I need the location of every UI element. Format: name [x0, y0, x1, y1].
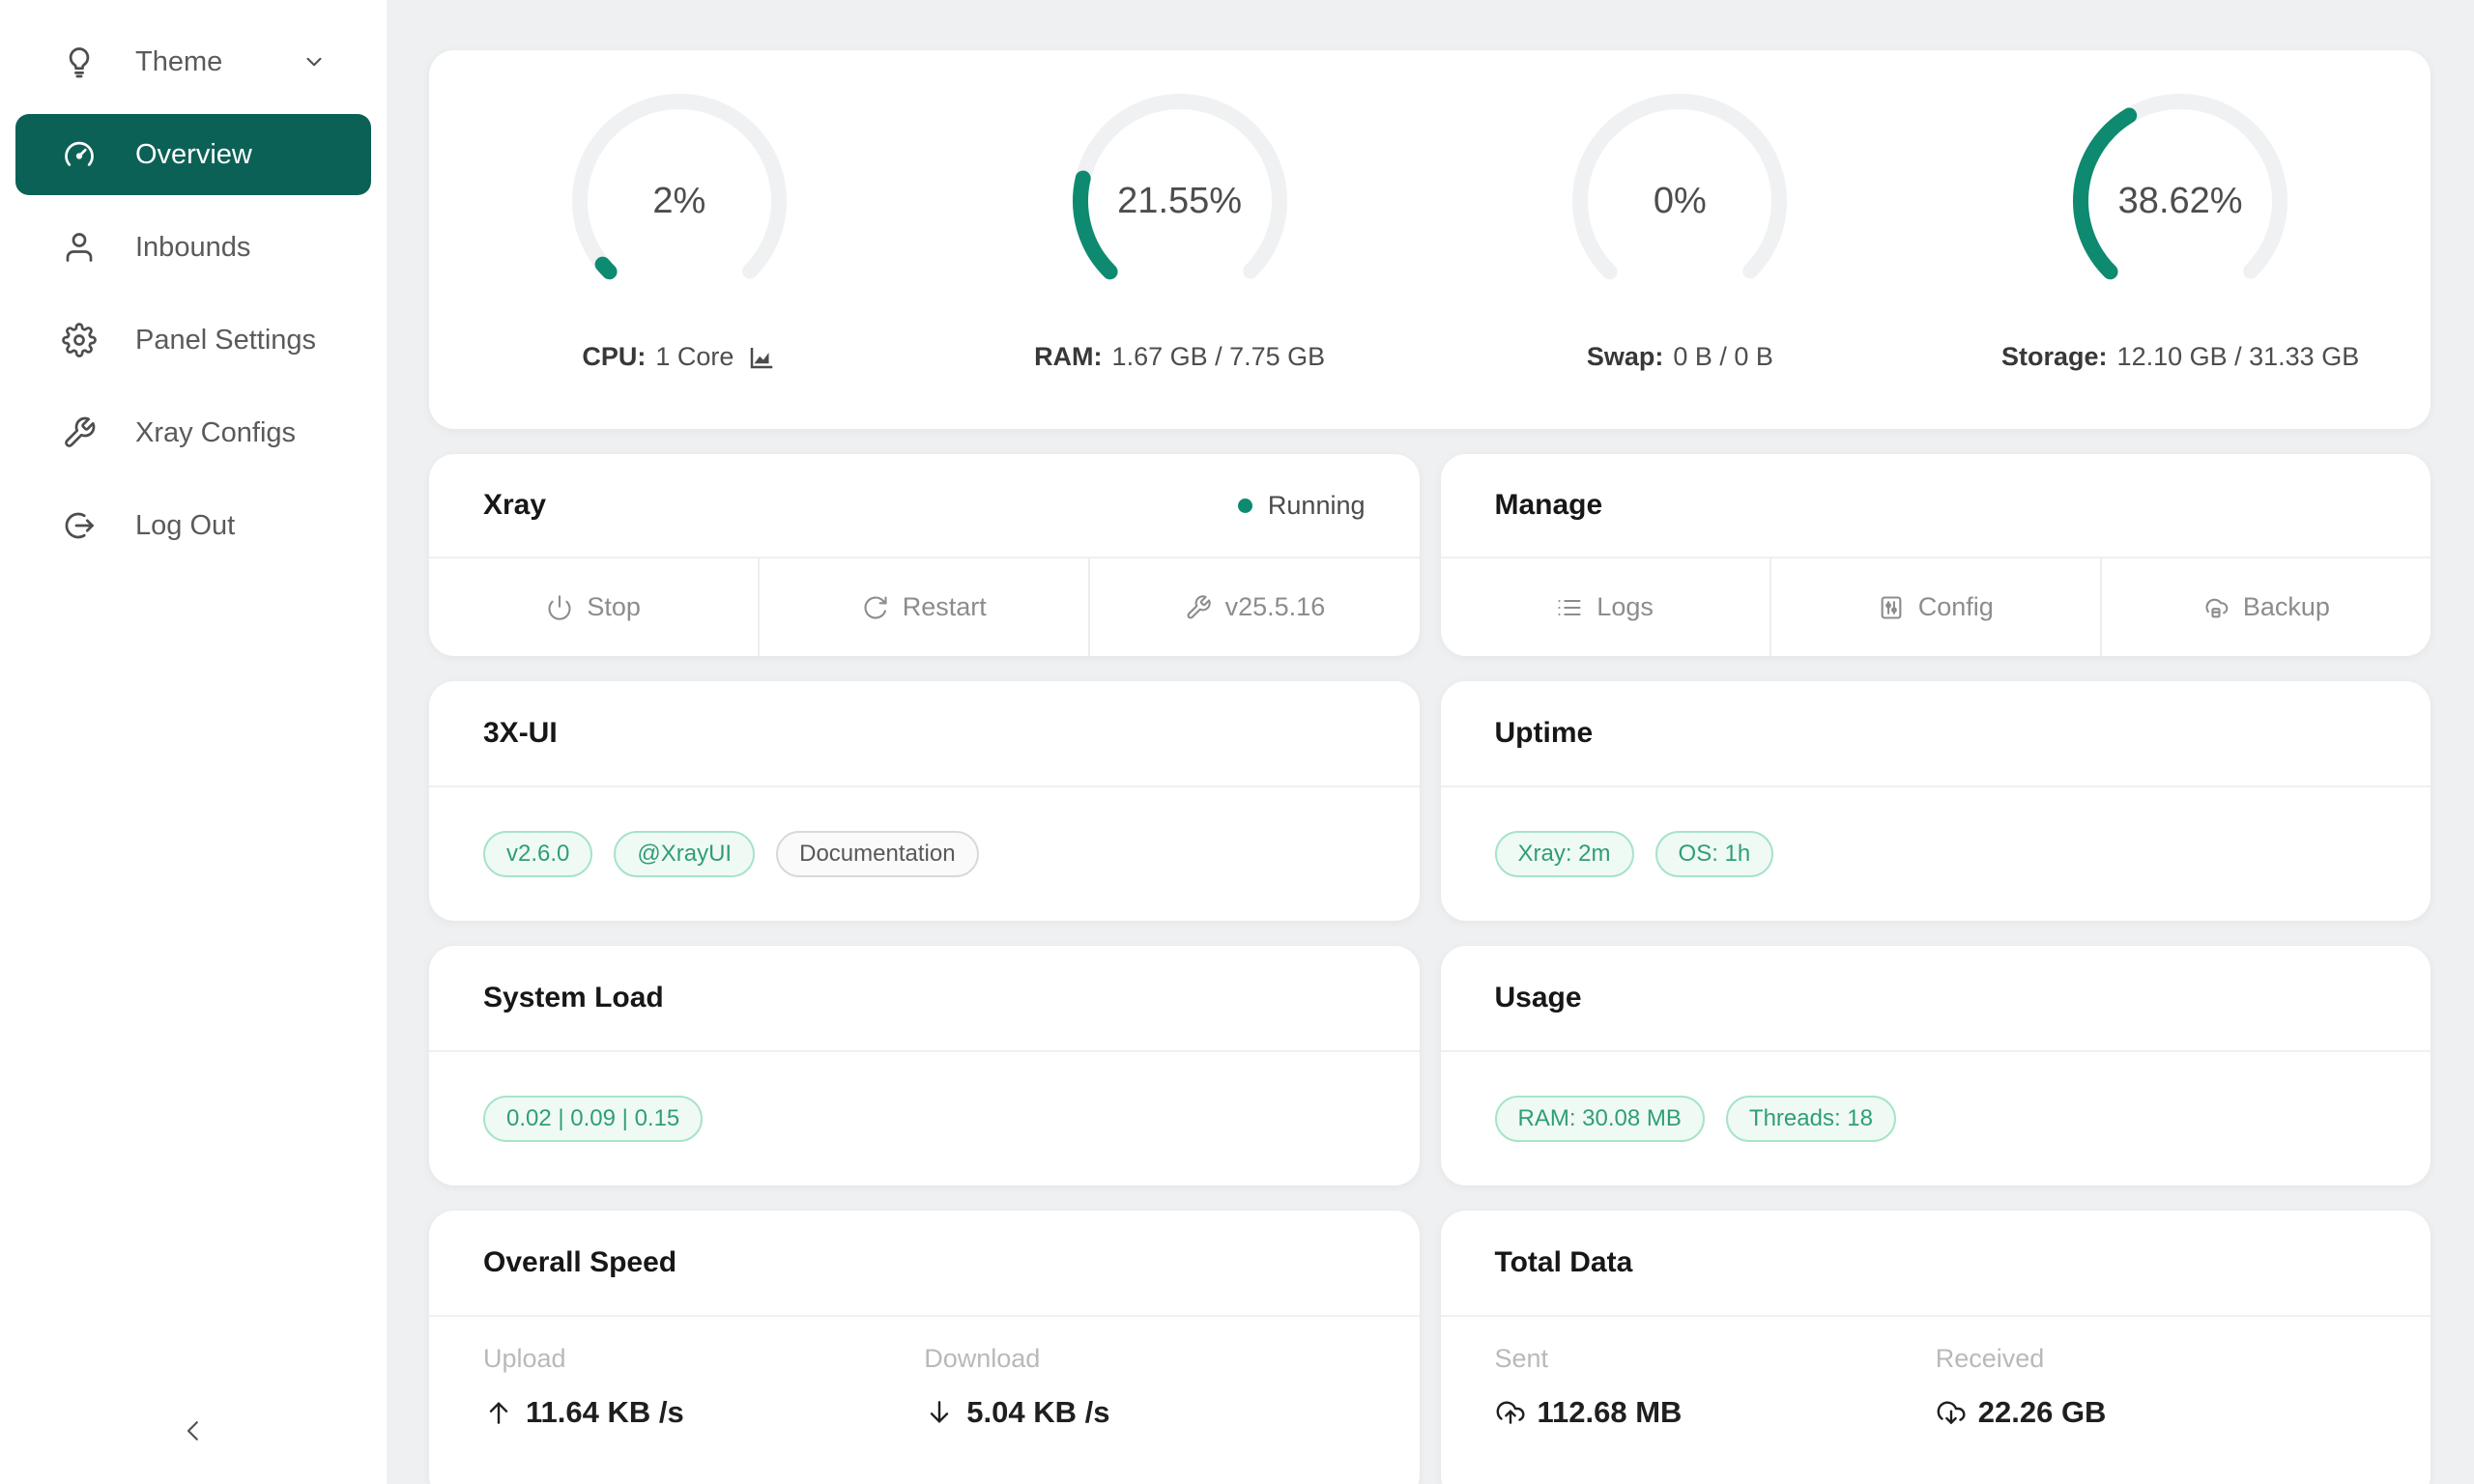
gauge-icon — [65, 141, 94, 166]
config-button[interactable]: Config — [1769, 558, 2100, 656]
download-value: 5.04 KB /s — [966, 1395, 1110, 1429]
usage-card-title: Usage — [1494, 982, 1582, 1013]
cloud-backup-icon — [2205, 598, 2229, 617]
swap-gauge: 0% Swap: 0 B / 0 B — [1453, 85, 1907, 372]
uptime-card: Uptime Xray: 2m OS: 1h — [1440, 681, 2431, 921]
ram-percent: 21.55% — [1117, 180, 1243, 221]
xray-status: Running — [1237, 490, 1366, 521]
restart-icon — [864, 595, 887, 619]
threexui-card-title: 3X-UI — [483, 717, 558, 749]
cloud-download-icon — [1937, 1401, 1966, 1424]
received-metric: Received 22.26 GB — [1936, 1344, 2376, 1484]
load-average-badge: 0.02 | 0.09 | 0.15 — [483, 1096, 704, 1142]
backup-button[interactable]: Backup — [2099, 558, 2431, 656]
total-data-card: Total Data Sent 112.68 MB Received — [1440, 1211, 2431, 1484]
upload-metric: Upload 11.64 KB /s — [483, 1344, 924, 1484]
cloud-upload-icon — [1496, 1401, 1525, 1424]
sidebar-item-label: Log Out — [135, 509, 236, 541]
xray-card-title: Xray — [483, 489, 547, 521]
sidebar-item-theme[interactable]: Theme — [15, 21, 371, 102]
documentation-badge[interactable]: Documentation — [776, 831, 979, 877]
wrench-icon — [1187, 594, 1211, 618]
sidebar-item-inbounds[interactable]: Inbounds — [15, 207, 371, 288]
chevron-left-icon — [187, 1421, 198, 1441]
swap-percent: 0% — [1653, 180, 1707, 221]
user-icon — [66, 233, 93, 262]
ram-gauge: 21.55% RAM: 1.67 GB / 7.75 GB — [953, 85, 1407, 372]
download-label: Download — [924, 1344, 1041, 1373]
received-label: Received — [1935, 1344, 2045, 1373]
total-data-card-title: Total Data — [1494, 1246, 1633, 1278]
chevron-down-icon — [306, 57, 322, 67]
storage-label: Storage: 12.10 GB / 31.33 GB — [2001, 342, 2360, 371]
sidebar-item-label: Panel Settings — [135, 324, 317, 356]
sidebar-item-label: Xray Configs — [135, 416, 297, 448]
threads-badge: Threads: 18 — [1725, 1096, 1896, 1142]
sidebar-item-label: Inbounds — [135, 231, 251, 263]
sent-label: Sent — [1494, 1344, 1549, 1373]
wrench-icon — [65, 416, 96, 447]
power-icon — [548, 594, 571, 620]
main-content: 2% CPU: 1 Core 21.55% RAM: — [387, 0, 2474, 1484]
sidebar-item-xray-configs[interactable]: Xray Configs — [15, 392, 371, 473]
download-metric: Download 5.04 KB /s — [924, 1344, 1365, 1484]
overall-speed-card-title: Overall Speed — [483, 1246, 677, 1278]
sidebar-item-log-out[interactable]: Log Out — [15, 485, 371, 566]
sidebar-item-label: Theme — [135, 45, 223, 77]
manage-card-title: Manage — [1494, 489, 1603, 521]
xray-card: Xray Running Stop Restart — [429, 454, 1420, 656]
xray-version-button[interactable]: v25.5.16 — [1088, 558, 1419, 656]
sidebar: Theme Overview Inbounds Panel Settings — [0, 0, 387, 1484]
arrow-up-icon — [489, 1402, 508, 1424]
ram-usage-badge: RAM: 30.08 MB — [1494, 1096, 1705, 1142]
list-icon — [1558, 599, 1581, 615]
system-gauges-card: 2% CPU: 1 Core 21.55% RAM: — [429, 50, 2431, 429]
os-uptime-badge: OS: 1h — [1654, 831, 1774, 877]
cpu-chart-icon[interactable] — [747, 343, 776, 372]
threexui-card: 3X-UI v2.6.0 @XrayUI Documentation — [429, 681, 1420, 921]
sidebar-item-overview[interactable]: Overview — [15, 114, 371, 195]
sent-value: 112.68 MB — [1537, 1395, 1683, 1429]
gear-icon — [62, 323, 97, 357]
storage-gauge: 38.62% Storage: 12.10 GB / 31.33 GB — [1953, 85, 2407, 372]
ram-label: RAM: 1.67 GB / 7.75 GB — [1034, 342, 1326, 371]
version-badge[interactable]: v2.6.0 — [483, 831, 593, 877]
sliders-icon — [1881, 595, 1902, 619]
sent-metric: Sent 112.68 MB — [1495, 1344, 1936, 1484]
arrow-down-icon — [931, 1401, 949, 1423]
manage-card: Manage Logs Config — [1440, 454, 2431, 656]
cpu-gauge: 2% CPU: 1 Core — [452, 85, 906, 372]
xray-status-label: Running — [1267, 490, 1366, 520]
lightbulb-icon — [69, 47, 90, 78]
upload-value: 11.64 KB /s — [526, 1395, 684, 1429]
overall-speed-card: Overall Speed Upload 11.64 KB /s Downloa… — [429, 1211, 1420, 1484]
cpu-label: CPU: 1 Core — [582, 342, 776, 372]
logout-icon — [65, 512, 94, 539]
system-load-card-title: System Load — [483, 982, 664, 1013]
stop-button[interactable]: Stop — [429, 558, 758, 656]
swap-label: Swap: 0 B / 0 B — [1586, 342, 1773, 371]
sidebar-item-label: Overview — [135, 138, 252, 170]
xray-uptime-badge: Xray: 2m — [1494, 831, 1634, 877]
status-dot-icon — [1237, 498, 1252, 513]
sidebar-item-panel-settings[interactable]: Panel Settings — [15, 300, 371, 381]
usage-card: Usage RAM: 30.08 MB Threads: 18 — [1440, 946, 2431, 1185]
uptime-card-title: Uptime — [1494, 717, 1594, 749]
cpu-percent: 2% — [652, 180, 706, 221]
xrayui-link-badge[interactable]: @XrayUI — [614, 831, 756, 877]
logs-button[interactable]: Logs — [1441, 558, 1769, 656]
restart-button[interactable]: Restart — [758, 558, 1088, 656]
storage-percent: 38.62% — [2117, 180, 2243, 221]
sidebar-collapse-button[interactable] — [164, 1402, 222, 1460]
system-load-card: System Load 0.02 | 0.09 | 0.15 — [429, 946, 1420, 1185]
received-value: 22.26 GB — [1977, 1395, 2107, 1429]
upload-label: Upload — [483, 1344, 566, 1373]
